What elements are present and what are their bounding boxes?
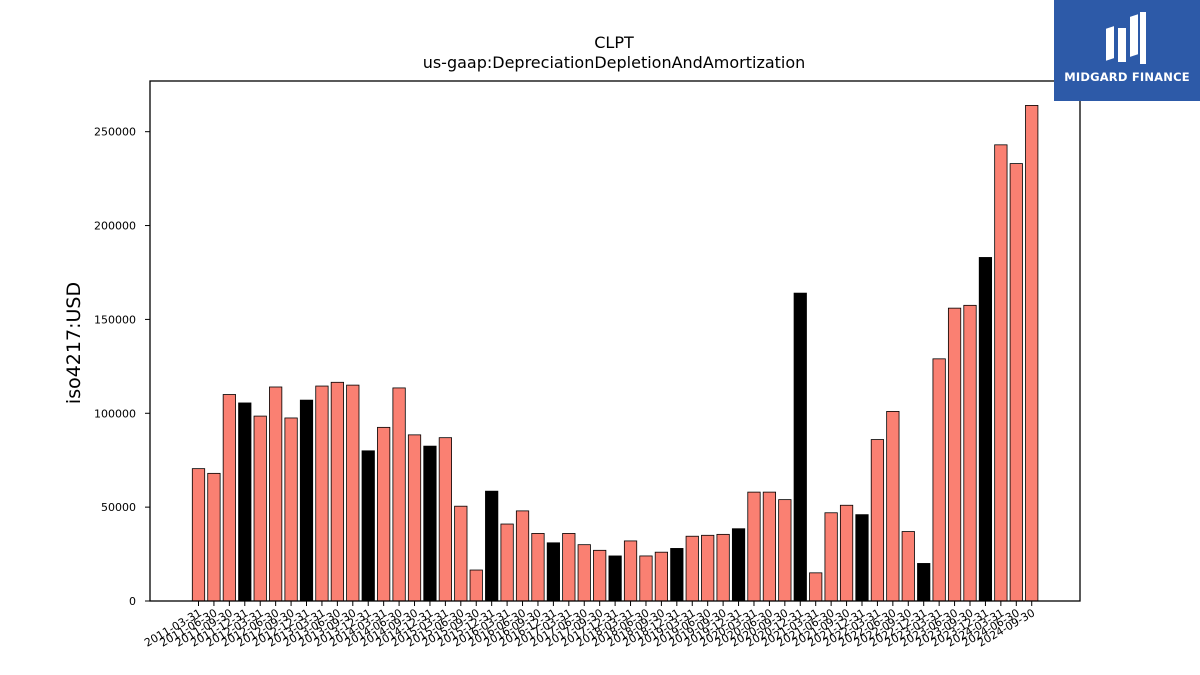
bar-2015-09-30 (469, 569, 483, 602)
bar-2017-12-31 (608, 555, 622, 602)
bar-2013-06-30 (330, 381, 344, 602)
bar-2017-09-30 (593, 549, 607, 602)
bar-2016-12-31 (546, 542, 560, 602)
bar-2017-06-30 (577, 544, 591, 602)
bar-2014-03-31 (377, 426, 391, 602)
bar-2012-12-31 (299, 399, 314, 602)
bar-2016-06-30 (515, 510, 530, 602)
bar-2014-09-30 (407, 434, 422, 602)
bar-2021-09-30 (839, 504, 854, 602)
bar-2013-09-30 (346, 384, 360, 602)
midgard-logo-icon (1106, 12, 1146, 64)
bar-2018-06-30 (639, 555, 653, 602)
bar-2014-06-30 (392, 387, 406, 602)
bar-2020-06-30 (762, 491, 777, 602)
bar-2024-03-31 (994, 144, 1008, 602)
y-tick-label: 50000 (101, 501, 136, 514)
x-ticks-group: 2011-03-312011-06-302011-09-302011-12-31… (142, 601, 1037, 650)
bar-2020-12-31 (793, 292, 807, 602)
bar-2022-12-31 (917, 563, 931, 602)
bar-2013-03-31 (315, 385, 329, 602)
bar-2019-06-30 (701, 534, 715, 602)
bar-2011-06-30 (207, 472, 221, 602)
bar-2021-12-31 (855, 514, 869, 602)
bar-2011-03-31 (191, 468, 206, 602)
bar-2016-09-30 (531, 533, 545, 602)
bar-2015-12-31 (485, 490, 499, 602)
bar-2024-06-30 (1009, 163, 1023, 602)
bar-2018-12-31 (670, 548, 684, 602)
y-tick-label: 200000 (94, 220, 136, 233)
bar-2023-03-31 (932, 358, 946, 602)
bar-2011-12-31 (238, 402, 252, 602)
chart-subtitle: us-gaap:DepreciationDepletionAndAmortiza… (423, 53, 806, 72)
bar-2021-03-31 (809, 572, 823, 602)
bar-2022-03-31 (870, 439, 885, 602)
bar-2012-09-30 (284, 417, 298, 602)
bar-2017-03-31 (562, 533, 576, 602)
bar-2012-06-30 (269, 386, 283, 602)
brand-logo: MIDGARD FINANCE (1054, 0, 1200, 101)
bar-2023-06-30 (947, 307, 962, 602)
y-tick-label: 250000 (94, 126, 136, 139)
y-tick-label: 100000 (94, 407, 136, 420)
bar-2019-09-30 (716, 533, 730, 602)
bar-2011-09-30 (222, 394, 236, 602)
y-ticks-group: 0 50000 100000 150000 200000 250000 (94, 126, 150, 608)
bar-2021-06-30 (824, 512, 838, 602)
bars-group (191, 105, 1039, 602)
bar-2023-12-31 (978, 257, 993, 602)
bar-2015-03-31 (438, 437, 452, 602)
y-tick-label: 0 (129, 595, 136, 608)
bar-2023-09-30 (963, 304, 977, 602)
bar-2013-12-31 (361, 450, 375, 602)
y-axis-label: iso4217:USD (63, 282, 85, 404)
bar-2022-09-30 (901, 531, 915, 602)
bar-2020-03-31 (747, 491, 761, 602)
bar-2019-12-31 (731, 528, 746, 602)
bar-2018-03-31 (623, 540, 638, 602)
bar-2014-12-31 (423, 445, 437, 602)
bar-2019-03-31 (685, 535, 699, 602)
bar-2022-06-30 (886, 410, 900, 602)
plot-frame (149, 80, 1081, 602)
bar-2012-03-31 (253, 415, 267, 602)
bar-2020-09-30 (778, 499, 792, 602)
bar-2016-03-31 (500, 523, 514, 602)
bar-2015-06-30 (454, 505, 468, 602)
y-tick-label: 150000 (94, 313, 136, 326)
chart-title: CLPT (594, 33, 634, 52)
bar-2018-09-30 (654, 551, 669, 602)
brand-name: MIDGARD FINANCE (1064, 70, 1190, 84)
bar-2024-09-30 (1025, 105, 1039, 602)
